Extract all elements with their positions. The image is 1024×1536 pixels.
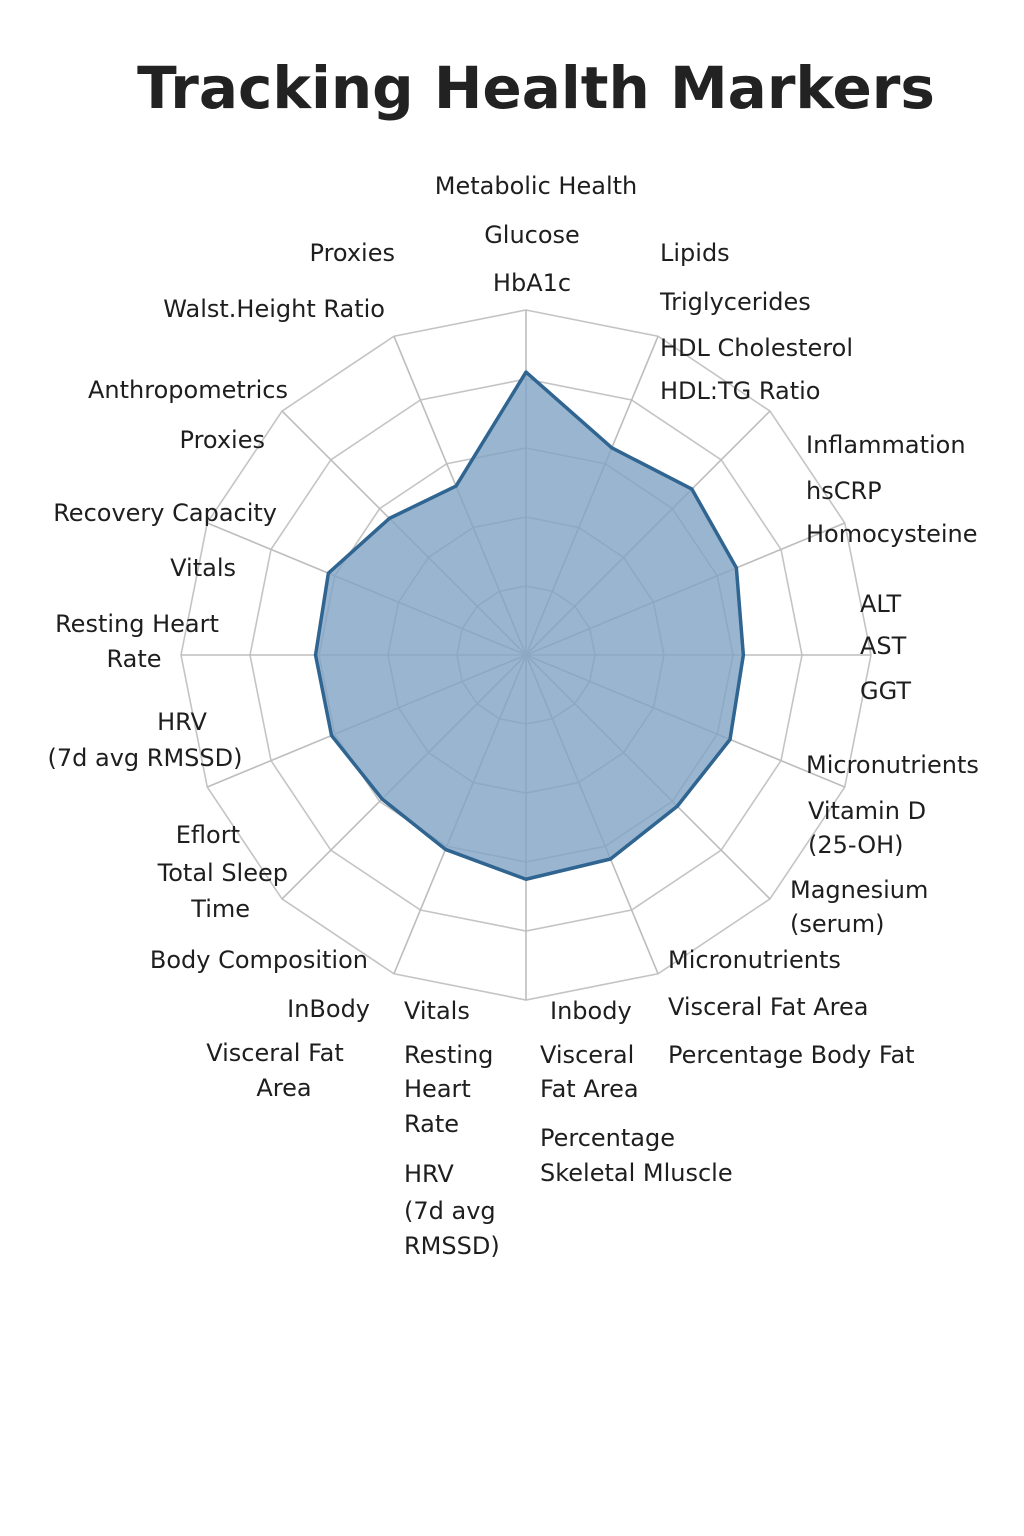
axis-label: (serum) xyxy=(790,910,884,938)
axis-label: Visceral Fat Area xyxy=(668,993,868,1021)
axis-label: Eflort xyxy=(176,821,240,849)
axis-label: Body Composition xyxy=(150,946,368,974)
axis-label: (7d avg xyxy=(404,1197,496,1225)
axis-label: HDL:TG Ratio xyxy=(660,377,821,405)
axis-label: Homocysteine xyxy=(806,520,978,548)
axis-label: Recovery Capacity xyxy=(53,499,277,527)
axis-label: Total Sleep xyxy=(157,859,288,887)
axis-label: HbA1c xyxy=(493,269,571,297)
axis-label: Resting xyxy=(404,1041,493,1069)
axis-label: (7d avg RMSSD) xyxy=(48,744,243,772)
data-area xyxy=(313,370,746,881)
axis-label: Micronutrients xyxy=(806,751,979,779)
axis-label: Vitals xyxy=(404,997,470,1025)
axis-label: Walst.Height Ratio xyxy=(163,295,385,323)
axis-label: Glucose xyxy=(484,221,580,249)
axis-label: Rate xyxy=(106,645,161,673)
axis-label: Skeletal Mluscle xyxy=(540,1159,733,1187)
axis-label: Vitamin D xyxy=(808,797,926,825)
axis-label: Visceral xyxy=(540,1041,634,1069)
axis-label: Area xyxy=(256,1074,311,1102)
axis-label: Visceral Fat xyxy=(206,1039,344,1067)
axis-label: HRV xyxy=(157,708,207,736)
axis-label: AST xyxy=(860,632,907,660)
axis-label: Percentage Body Fat xyxy=(668,1041,915,1069)
axis-label: Triglycerides xyxy=(659,288,811,316)
axis-label: GGT xyxy=(860,677,911,705)
axis-label: Metabolic Health xyxy=(435,172,637,200)
axis-label: (25-OH) xyxy=(808,831,904,859)
axis-label: RMSSD) xyxy=(404,1232,500,1260)
axis-label: Anthropometrics xyxy=(88,376,288,404)
axis-label: Time xyxy=(190,895,250,923)
axis-label: hsCRP xyxy=(806,477,882,505)
axis-label: HDL Cholesterol xyxy=(660,334,853,362)
axis-label: Inbody xyxy=(550,997,632,1025)
axis-label: Micronutrients xyxy=(668,946,841,974)
axis-label: InBody xyxy=(287,995,370,1023)
chart-title: Tracking Health Markers xyxy=(137,54,935,122)
axis-label: Proxies xyxy=(180,426,265,454)
axis-label: Proxies xyxy=(310,239,395,267)
axis-label: Inflammation xyxy=(806,431,966,459)
axis-label: Vitals xyxy=(170,554,236,582)
axis-label: Lipids xyxy=(660,239,730,267)
axis-label: ALT xyxy=(860,590,901,618)
axis-label: Resting Heart xyxy=(55,610,219,638)
axis-label: Magnesium xyxy=(790,876,928,904)
axis-label: Percentage xyxy=(540,1124,675,1152)
axis-label: Heart xyxy=(404,1075,471,1103)
axis-label: Fat Area xyxy=(540,1075,639,1103)
axis-label: HRV xyxy=(404,1160,454,1188)
axis-label: Rate xyxy=(404,1110,459,1138)
